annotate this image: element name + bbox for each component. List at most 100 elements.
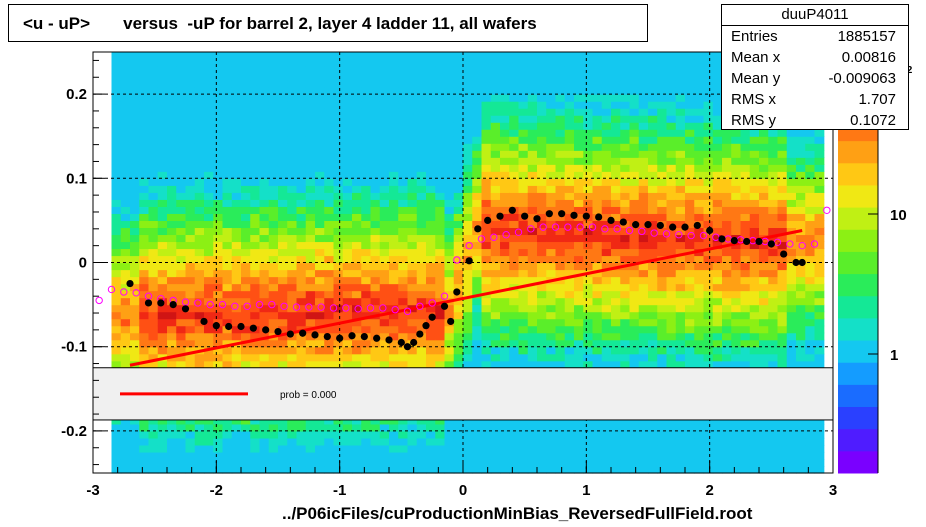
heatmap-cell <box>361 290 372 299</box>
heatmap-cell <box>712 269 723 278</box>
heatmap-cell <box>463 297 473 306</box>
heatmap-cell <box>611 150 621 158</box>
heatmap-cell <box>546 157 557 165</box>
heatmap-cell <box>648 325 658 334</box>
heatmap-cell <box>592 283 603 292</box>
heatmap-cell <box>463 192 473 200</box>
heatmap-cell <box>666 465 677 474</box>
heatmap-cell <box>759 437 769 446</box>
heatmap-cell <box>666 416 677 425</box>
heatmap-cell <box>768 143 779 151</box>
heatmap-cell <box>481 80 492 88</box>
heatmap-cell <box>740 171 751 179</box>
heatmap-cell <box>204 241 214 250</box>
heatmap-cell <box>305 269 316 278</box>
heatmap-cell <box>537 290 547 299</box>
heatmap-cell <box>537 339 547 348</box>
heatmap-cell <box>740 304 751 313</box>
heatmap-cell <box>814 318 825 327</box>
heatmap-cell <box>305 262 316 271</box>
heatmap-cell <box>712 143 723 151</box>
heatmap-cell <box>574 59 584 67</box>
heatmap-cell <box>361 339 372 348</box>
heatmap-cell <box>490 101 501 109</box>
heatmap-cell <box>296 157 307 165</box>
heatmap-cell <box>601 185 612 193</box>
heatmap-cell <box>259 241 270 250</box>
heatmap-cell <box>500 122 510 130</box>
heatmap-cell <box>611 304 621 313</box>
heatmap-cell <box>509 185 520 193</box>
heatmap-cell <box>176 304 187 313</box>
heatmap-cell <box>500 199 510 207</box>
heatmap-cell <box>305 52 316 60</box>
heatmap-cell <box>629 451 640 460</box>
heatmap-cell <box>148 248 159 257</box>
heatmap-cell <box>259 122 270 130</box>
heatmap-cell <box>185 451 196 460</box>
heatmap-cell <box>555 143 566 151</box>
heatmap-cell <box>148 451 159 460</box>
heatmap-cell <box>324 325 335 334</box>
heatmap-cell <box>648 220 658 229</box>
heatmap-cell <box>324 59 335 67</box>
heatmap-cell <box>241 416 251 425</box>
heatmap-cell <box>167 213 177 221</box>
heatmap-cell <box>638 339 649 348</box>
heatmap-cell <box>463 108 473 116</box>
heatmap-cell <box>675 276 686 285</box>
heatmap-cell <box>120 171 131 179</box>
heatmap-cell <box>222 262 233 271</box>
heatmap-cell <box>241 199 251 207</box>
heatmap-cell <box>204 304 214 313</box>
heatmap-cell <box>111 164 122 172</box>
heatmap-cell <box>768 157 779 165</box>
heatmap-cell <box>416 423 427 432</box>
heatmap-cell <box>611 360 621 369</box>
heatmap-cell <box>685 80 695 88</box>
y-tick-label: -0.1 <box>61 339 87 356</box>
heatmap-cell <box>333 94 344 102</box>
heatmap-cell <box>379 206 390 214</box>
heatmap-cell <box>444 94 455 102</box>
heatmap-cell <box>333 80 344 88</box>
heatmap-cell <box>259 199 270 207</box>
heatmap-cell <box>231 115 242 123</box>
heatmap-cell <box>315 248 325 257</box>
heatmap-cell <box>176 234 187 243</box>
heatmap-cell <box>287 108 298 116</box>
heatmap-cell <box>601 269 612 278</box>
heatmap-cell <box>379 73 390 81</box>
heatmap-cell <box>296 129 307 137</box>
heatmap-cell <box>731 199 742 207</box>
heatmap-cell <box>398 73 409 81</box>
heatmap-cell <box>546 451 557 460</box>
heatmap-cell <box>315 136 325 144</box>
heatmap-cell <box>120 346 131 355</box>
magenta-point <box>95 296 103 305</box>
heatmap-cell <box>444 416 455 425</box>
heatmap-cell <box>453 255 464 264</box>
heatmap-cell <box>389 430 399 439</box>
heatmap-cell <box>490 416 501 425</box>
heatmap-cell <box>139 227 150 236</box>
heatmap-cell <box>416 171 427 179</box>
heatmap-cell <box>731 157 742 165</box>
heatmap-cell <box>296 73 307 81</box>
heatmap-cell <box>204 206 214 214</box>
heatmap-cell <box>574 199 584 207</box>
heatmap-cell <box>481 304 492 313</box>
heatmap-cell <box>759 262 769 271</box>
heatmap-cell <box>222 192 233 200</box>
heatmap-cell <box>500 458 510 467</box>
heatmap-cell <box>546 213 557 221</box>
heatmap-cell <box>620 171 631 179</box>
heatmap-cell <box>231 87 242 95</box>
magenta-point <box>699 231 708 240</box>
heatmap-cell <box>629 192 640 200</box>
y-tick-label: 0.2 <box>66 86 87 103</box>
heatmap-cell <box>444 423 455 432</box>
heatmap-cell <box>685 213 695 221</box>
heatmap-cell <box>139 255 150 264</box>
black-point <box>484 216 492 224</box>
